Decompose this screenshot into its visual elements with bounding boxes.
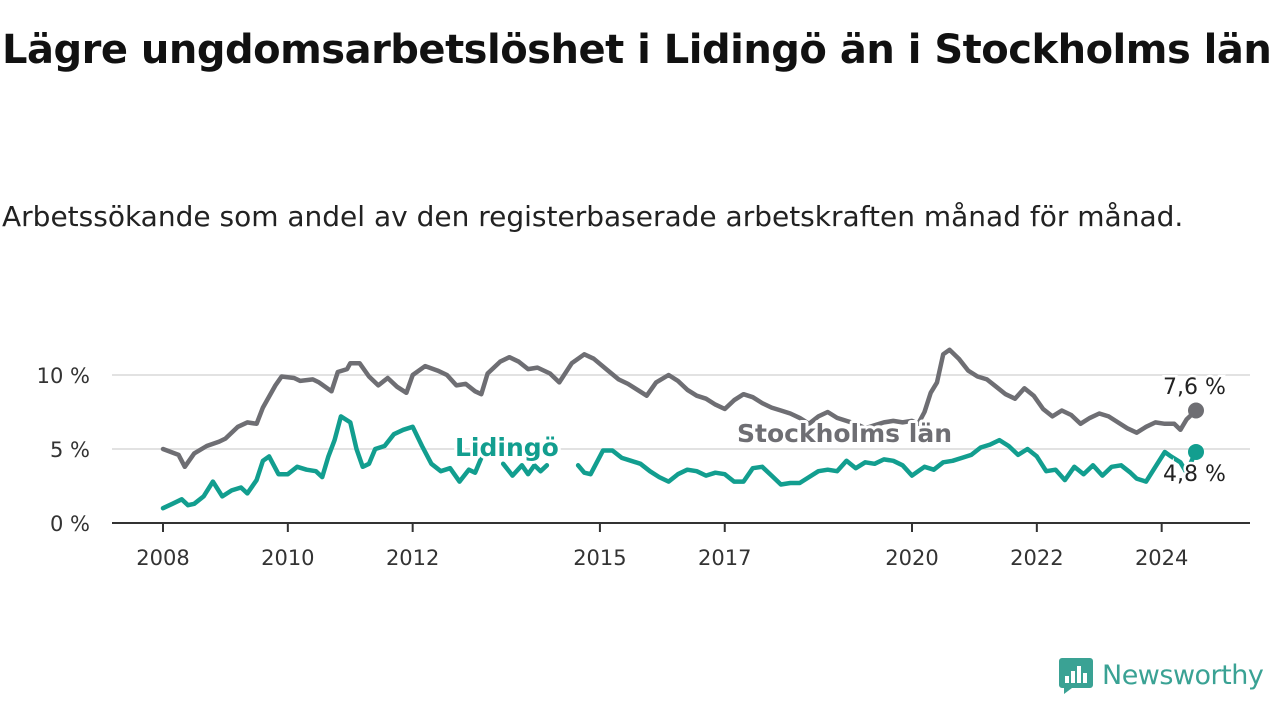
x-tick-label: 2010	[261, 546, 314, 570]
end-label-stockholm: 7,6 %	[1163, 375, 1226, 400]
x-tick-label: 2020	[885, 546, 938, 570]
x-tick-label: 2015	[573, 546, 626, 570]
y-tick-label: 5 %	[50, 438, 90, 462]
end-markers: 7,6 % 4,8 %	[1161, 373, 1229, 490]
end-dot-lidingo	[1188, 443, 1204, 460]
chart-subtitle: Arbetssökande som andel av den registerb…	[2, 200, 1184, 233]
x-axis: 2008 2010 2012 2015 2017 2020 2022 2024	[112, 522, 1250, 570]
brand-logo: Newsworthy	[1058, 654, 1264, 696]
chart-title: Lägre ungdomsarbetslöshet i Lidingö än i…	[2, 27, 1272, 73]
series-label-lidingo: Lidingö	[455, 433, 559, 462]
y-axis-ticks: 0 % 5 % 10 %	[37, 364, 90, 536]
x-tick-label: 2012	[386, 546, 439, 570]
x-tick-label: 2024	[1135, 546, 1188, 570]
end-dot-stockholm	[1188, 402, 1204, 419]
series-lines	[160, 347, 1199, 511]
end-label-lidingo: 4,8 %	[1163, 462, 1226, 487]
series-line-lidingo	[575, 437, 1199, 487]
series-label-stockholm: Stockholms län	[737, 419, 952, 448]
series-line-lidingo	[500, 461, 550, 478]
x-tick-label: 2022	[1010, 546, 1063, 570]
series-line-stockholm	[160, 347, 1199, 470]
series-labels: Lidingö Stockholms län	[452, 416, 955, 465]
series-line-lidingo	[160, 414, 484, 511]
x-tick-label: 2008	[136, 546, 189, 570]
gridlines	[112, 374, 1250, 450]
newsworthy-logo-icon	[1059, 658, 1093, 694]
y-tick-label: 10 %	[37, 364, 90, 388]
brand-name: Newsworthy	[1102, 659, 1264, 691]
y-tick-label: 0 %	[50, 512, 90, 536]
x-tick-label: 2017	[698, 546, 751, 570]
